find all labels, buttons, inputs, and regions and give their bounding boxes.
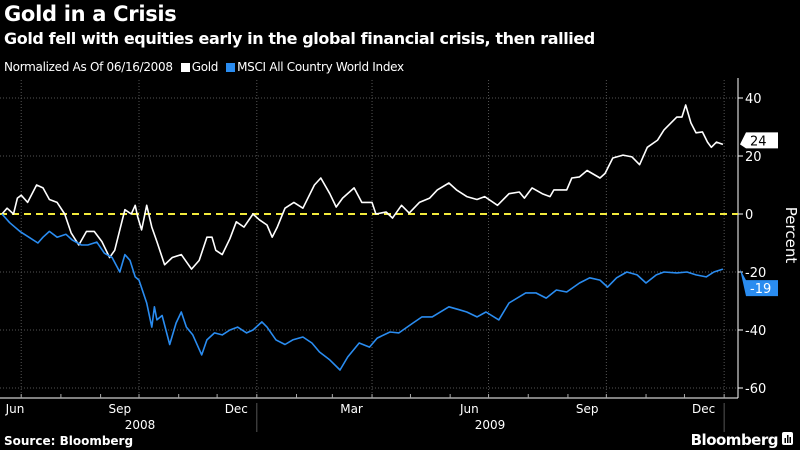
y-tick-label: 0 xyxy=(745,208,753,223)
last-value-label-msci: -19 xyxy=(740,269,778,297)
legend-swatch-gold xyxy=(180,63,190,72)
y-tick-label: 40 xyxy=(745,92,762,107)
series-line-msci xyxy=(1,213,724,371)
x-tick-label: Dec xyxy=(225,402,248,416)
y-tick-label: 20 xyxy=(745,150,762,165)
last-value-text: 24 xyxy=(750,134,767,149)
legend-item-msci: MSCI All Country World Index xyxy=(226,60,404,74)
x-year-label: 2008 xyxy=(125,418,156,432)
legend-item-gold: Gold xyxy=(180,60,219,74)
x-tick-label: Jun xyxy=(459,402,479,416)
y-tick-label: -40 xyxy=(745,324,766,339)
x-tick-label: Sep xyxy=(576,402,599,416)
value-labels: 24 -19 xyxy=(740,132,778,297)
legend: Normalized As Of 06/16/2008 Gold MSCI Al… xyxy=(4,60,404,74)
last-value-text: -19 xyxy=(750,282,771,297)
x-tick-label: Sep xyxy=(108,402,131,416)
gridlines xyxy=(0,80,738,398)
last-value-badge xyxy=(740,132,778,149)
series-line-gold xyxy=(1,104,724,270)
x-tick-label: Jun xyxy=(5,402,25,416)
last-value-badge xyxy=(740,269,778,297)
series-lines xyxy=(1,104,724,371)
y-tick-label: -60 xyxy=(745,382,766,397)
x-tick-label: Dec xyxy=(692,402,715,416)
y-axis-label: Percent xyxy=(782,207,800,264)
bloomberg-logo-text: Bloomberg xyxy=(691,431,778,449)
legend-label-msci: MSCI All Country World Index xyxy=(237,60,404,74)
x-year-label: 2009 xyxy=(475,418,506,432)
x-tick-label: Mar xyxy=(340,402,363,416)
chart-subtitle: Gold fell with equities early in the glo… xyxy=(4,29,595,48)
chart-title: Gold in a Crisis xyxy=(4,2,177,26)
legend-note: Normalized As Of 06/16/2008 xyxy=(4,60,173,74)
axes: 40 20 0 -20 -40 -60 Jun Sep Dec Mar Jun Sep Dec 2008 2… xyxy=(0,78,766,432)
last-value-label-gold: 24 xyxy=(740,132,778,149)
legend-label-gold: Gold xyxy=(191,60,219,74)
legend-swatch-msci xyxy=(226,63,236,72)
source-note: Source: Bloomberg xyxy=(4,434,133,448)
bloomberg-logo-icon xyxy=(782,432,793,445)
y-tick-label: -20 xyxy=(745,266,766,281)
